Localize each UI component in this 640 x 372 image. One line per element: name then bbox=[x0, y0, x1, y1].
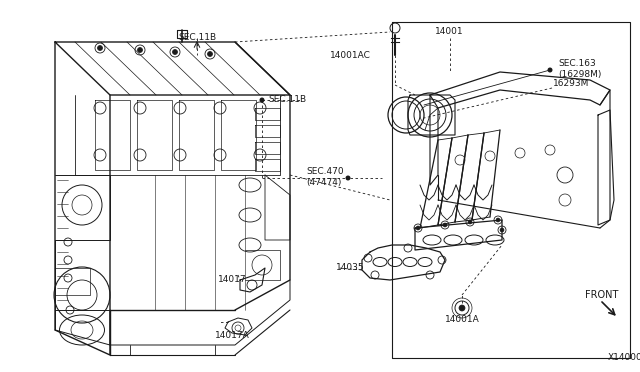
Text: SEC.11B: SEC.11B bbox=[178, 33, 216, 42]
Circle shape bbox=[496, 218, 500, 222]
Circle shape bbox=[259, 97, 264, 103]
Circle shape bbox=[138, 48, 143, 52]
Text: 14035: 14035 bbox=[336, 263, 365, 273]
Text: SEC.11B: SEC.11B bbox=[268, 96, 306, 105]
Text: SEC.470: SEC.470 bbox=[306, 167, 344, 176]
Circle shape bbox=[173, 49, 177, 55]
Circle shape bbox=[443, 223, 447, 227]
Text: 14001A: 14001A bbox=[445, 315, 479, 324]
Text: 14017: 14017 bbox=[218, 276, 246, 285]
Text: 14001AC: 14001AC bbox=[330, 51, 371, 60]
Text: 16293M: 16293M bbox=[553, 80, 589, 89]
Text: 14001: 14001 bbox=[435, 28, 463, 36]
Circle shape bbox=[459, 305, 465, 311]
Text: FRONT: FRONT bbox=[585, 290, 618, 300]
Circle shape bbox=[346, 176, 351, 180]
Text: (16298M): (16298M) bbox=[558, 70, 602, 78]
Circle shape bbox=[468, 220, 472, 224]
Text: SEC.163: SEC.163 bbox=[558, 58, 596, 67]
Text: 14017A: 14017A bbox=[215, 331, 250, 340]
Circle shape bbox=[500, 228, 504, 232]
Circle shape bbox=[97, 45, 102, 51]
Circle shape bbox=[416, 226, 420, 230]
Circle shape bbox=[207, 51, 212, 57]
Circle shape bbox=[547, 67, 552, 73]
Text: (47474): (47474) bbox=[306, 179, 341, 187]
Text: X140008S: X140008S bbox=[608, 353, 640, 362]
